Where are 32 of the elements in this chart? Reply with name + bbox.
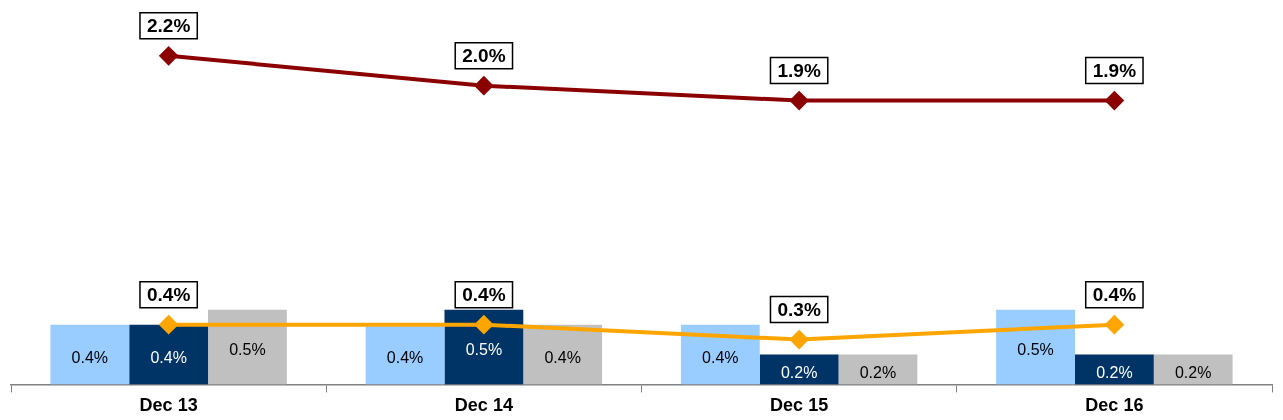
- data-label: 0.2%: [859, 363, 897, 381]
- point: [474, 76, 493, 95]
- point: [159, 46, 178, 65]
- data-label: 1.9%: [777, 59, 821, 81]
- data-label: 2.2%: [146, 15, 191, 37]
- data-label: 0.5%: [465, 341, 503, 359]
- point: [790, 91, 809, 110]
- data-label: 0.3%: [777, 298, 821, 320]
- data-label: 0.4%: [386, 348, 424, 366]
- point: [474, 315, 493, 334]
- data-label: 0.4%: [1092, 283, 1137, 305]
- data-label: 1.9%: [1092, 59, 1137, 81]
- point: [790, 330, 809, 349]
- data-label: 0.4%: [71, 348, 109, 366]
- data-label: 2.0%: [462, 44, 506, 66]
- data-label: 0.5%: [229, 341, 266, 359]
- x-tick-label: Dec 14: [454, 395, 513, 416]
- point: [1105, 315, 1124, 334]
- data-label: 0.5%: [1017, 341, 1054, 359]
- point: [1105, 91, 1124, 110]
- data-label: 0.2%: [1096, 363, 1133, 381]
- data-label: 0.2%: [1174, 363, 1212, 381]
- data-label: 0.4%: [544, 348, 581, 366]
- x-tick-label: Dec 16: [1085, 395, 1144, 416]
- data-label: 0.4%: [146, 283, 191, 305]
- data-label: 0.4%: [462, 283, 506, 305]
- x-tick-label: Dec 15: [770, 395, 829, 416]
- point: [159, 315, 178, 334]
- data-label: 0.2%: [780, 363, 818, 381]
- data-label: 0.4%: [150, 348, 187, 366]
- data-label: 0.4%: [702, 348, 739, 366]
- x-tick-label: Dec 13: [139, 395, 198, 416]
